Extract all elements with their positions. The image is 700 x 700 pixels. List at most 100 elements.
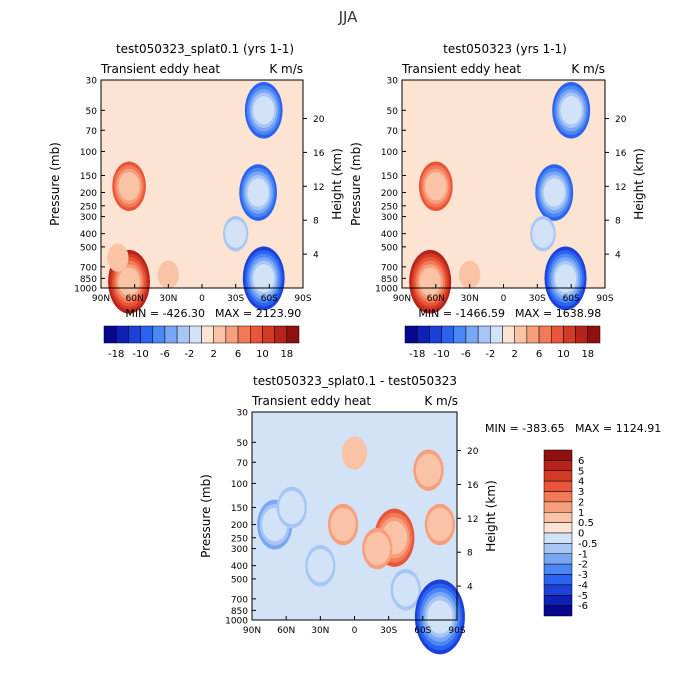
y-right-tick-label: 4 [615,251,621,261]
colorbar-swatch [201,325,214,344]
colorbar-label: 0.5 [578,518,594,529]
y-tick-label: 30 [387,77,399,87]
colorbar-swatch [164,325,178,344]
colorbar-swatch [213,325,227,344]
y-axis-label: Pressure (mb) [349,142,363,226]
max-label: MAX = 2123.90 [215,307,301,320]
y-tick-label: 400 [80,230,97,240]
contour-region [253,96,275,125]
panel-units: K m/s [571,62,605,76]
colorbar-swatch [152,325,166,344]
colorbar-swatch [490,325,503,344]
y-tick-label: 1000 [225,617,248,627]
panel-title: test050323_splat0.1 (yrs 1-1) [116,42,294,56]
y-axis-label: Pressure (mb) [199,474,213,558]
contour-region [341,436,368,470]
y-tick-label: 300 [231,545,248,555]
y-tick-label: 50 [237,439,249,449]
colorbar-swatch [543,491,573,503]
y-tick-label: 300 [381,213,398,223]
y-right-tick-label: 20 [313,115,325,125]
x-tick-label: 60N [126,294,144,304]
y-tick-label: 1000 [375,285,398,295]
colorbar-swatch [429,325,442,344]
y-right-axis-label: Height (km) [484,480,498,551]
x-tick-label: 30S [227,294,244,304]
panel-control: test050323 (yrs 1-1) Transient eddy heat… [349,42,646,320]
y-tick-label: 1000 [74,285,97,295]
panel-title: test050323 (yrs 1-1) [443,42,567,56]
colorbar-swatch [587,325,601,344]
contour-region [118,172,140,201]
x-tick-label: 30S [380,626,397,636]
colorbar-swatch [543,460,573,471]
y-tick-label: 150 [80,172,97,182]
colorbar-swatch [543,470,573,482]
colorbar-label: 0 [578,529,584,540]
colorbar-swatch [543,543,573,554]
contour-region [307,549,334,583]
colorbar-label: 18 [581,349,594,360]
x-tick-label: 60N [427,294,445,304]
colorbar-label: 6 [235,349,241,360]
y-tick-label: 50 [86,107,98,117]
colorbar-swatch [416,325,430,344]
y-tick-label: 700 [381,263,398,273]
y-right-tick-label: 20 [615,115,627,125]
y-tick-label: 70 [237,459,249,469]
x-tick-label: 60S [563,294,580,304]
colorbar-label: -3 [578,570,588,581]
panel-subtitle-left: Transient eddy heat [401,62,521,76]
colorbar-label: 2 [512,349,518,360]
colorbar-label: 10 [557,349,570,360]
contour-region [247,178,269,207]
y-tick-label: 200 [381,189,398,199]
colorbar-swatch [128,325,141,344]
colorbar-swatch [543,574,573,586]
x-tick-label: 30N [311,626,329,636]
min-label: MIN = -426.30 [125,307,205,320]
y-tick-label: 30 [86,77,98,87]
max-label: MAX = 1638.98 [515,307,601,320]
y-tick-label: 70 [387,127,399,137]
colorbar-swatch [543,449,573,461]
colorbar-label: -2 [184,349,194,360]
colorbar-label: -4 [578,580,588,591]
colorbar-swatch [477,325,491,344]
colorbar-swatch [543,553,573,565]
x-tick-label: 90S [294,294,311,304]
colorbar-swatch [543,532,573,544]
contour-region [157,260,179,289]
colorbar-label: -6 [461,349,471,360]
x-tick-label: 90S [596,294,613,304]
colorbar-swatch [103,325,117,344]
colorbar-swatch [543,605,573,617]
colorbar-swatch [543,563,573,575]
colorbar-swatch [514,325,528,344]
x-tick-label: 90N [92,294,110,304]
y-tick-label: 150 [231,504,248,514]
y-tick-label: 500 [80,243,97,253]
colorbar-label: -6 [578,601,588,612]
contour-region [393,573,419,607]
colorbar-swatch [543,480,573,492]
colorbar-swatch [189,325,202,344]
y-right-tick-label: 8 [615,217,621,227]
colorbar-swatch [441,325,454,344]
colorbar-swatch [237,325,251,344]
y-tick-label: 400 [231,562,248,572]
colorbar-label: 5 [578,466,584,477]
max-label: MAX = 1124.91 [575,422,661,435]
colorbar-swatch [575,325,589,344]
contour-region [458,260,481,289]
colorbar-swatch [250,325,263,344]
y-right-tick-label: 20 [467,447,479,457]
panel-units: K m/s [424,394,458,408]
panel-difference: test050323_splat0.1 - test050323 Transie… [199,374,661,655]
colorbar-swatch [543,522,573,534]
y-tick-label: 850 [231,607,248,617]
